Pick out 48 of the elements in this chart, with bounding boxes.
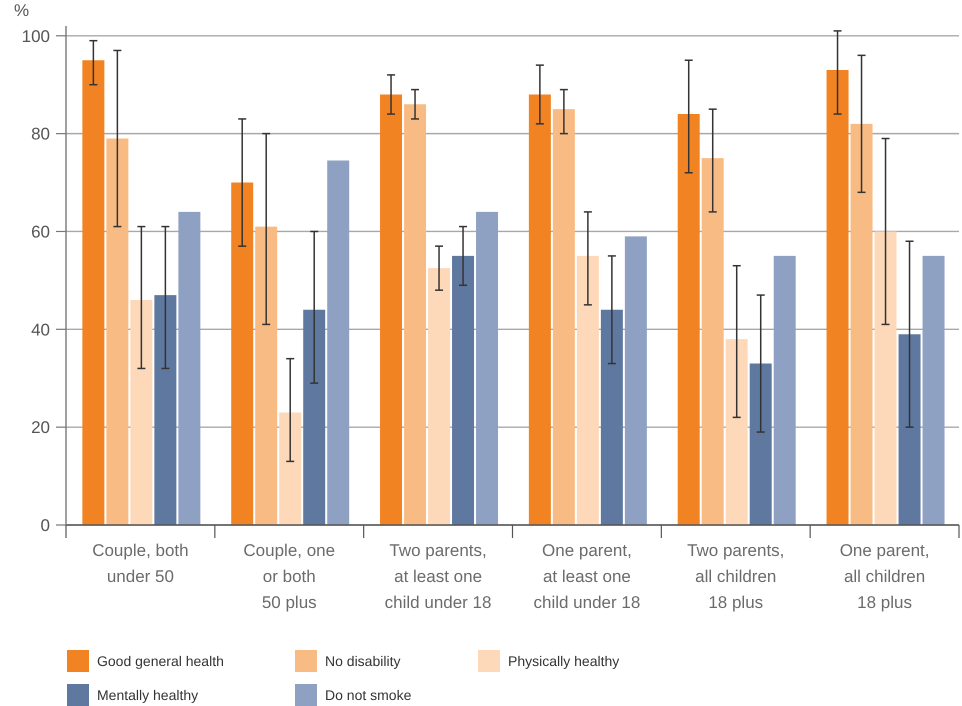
bar [850, 124, 873, 525]
legend-label: Physically healthy [508, 653, 620, 669]
bar [231, 182, 254, 525]
bar [922, 256, 945, 525]
bar [726, 339, 748, 525]
y-tick-label: 80 [31, 124, 50, 144]
bar [452, 256, 474, 525]
x-tick-label: Two parents, all children 18 plus [687, 541, 784, 612]
bar [428, 268, 450, 525]
bar [255, 226, 278, 525]
y-tick-label: 40 [31, 320, 50, 340]
legend-label: Mentally healthy [97, 686, 198, 702]
y-tick-label: 60 [31, 222, 50, 242]
bar [600, 310, 623, 525]
x-tick-label: One parent, at least one child under 18 [534, 541, 640, 612]
legend-label: Good general health [97, 653, 224, 669]
bar [279, 412, 302, 525]
bar [576, 256, 599, 525]
bar [476, 212, 498, 525]
y-tick-label: 100 [22, 26, 50, 46]
legend-label: No disability [325, 653, 400, 669]
bar [898, 334, 921, 525]
bar [106, 138, 128, 525]
y-tick-label: 0 [40, 516, 50, 536]
x-tick-label: Two parents, at least one child under 18 [384, 541, 492, 612]
bar [750, 364, 772, 525]
bar [154, 295, 176, 525]
bar [678, 114, 700, 525]
bar [130, 300, 152, 525]
legend-label: Do not smoke [325, 686, 412, 702]
bar [774, 256, 796, 525]
bar [380, 94, 402, 525]
bar [624, 236, 647, 525]
bar [327, 160, 350, 525]
y-axis-title: % [14, 1, 30, 20]
x-tick-label: Couple, both under 50 [92, 541, 189, 586]
bar [826, 70, 849, 525]
bar [404, 104, 426, 525]
y-tick-label: 20 [31, 418, 50, 438]
bar [82, 60, 104, 525]
bar [303, 310, 326, 525]
bar [702, 158, 724, 525]
x-tick-label: Couple, one or both 50 plus [243, 541, 336, 612]
x-tick-label: One parent, all children 18 plus [840, 541, 930, 612]
bar [552, 109, 575, 525]
bar [874, 231, 897, 525]
bar [528, 94, 551, 525]
bar [178, 212, 200, 525]
